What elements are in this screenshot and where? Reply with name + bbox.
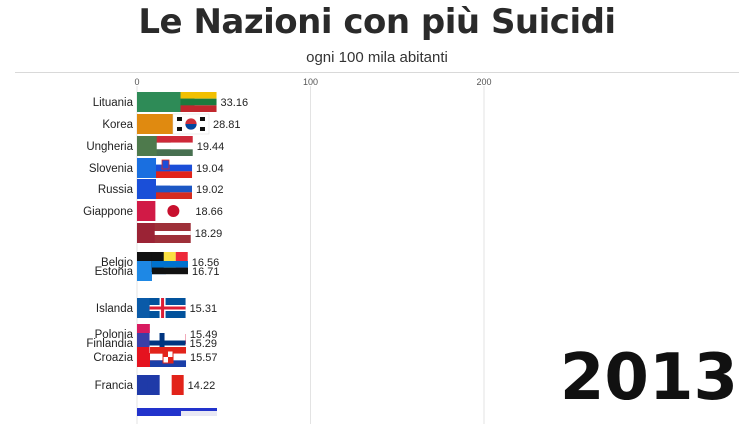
- value-label: 19.02: [196, 184, 224, 196]
- category-label: Belgio: [101, 257, 133, 269]
- category-label: Slovenia: [89, 163, 134, 175]
- chart-title: Le Nazioni con più Suicidi: [138, 2, 616, 42]
- flag-estonia-icon: [151, 261, 188, 281]
- value-label: 14.22: [188, 380, 216, 392]
- value-label: 18.66: [195, 206, 223, 218]
- flag-slovenia-icon: [156, 158, 193, 178]
- chart-subtitle: ogni 100 mila abitanti: [306, 49, 448, 66]
- category-label: Croazia: [93, 352, 133, 364]
- category-label: Lituania: [93, 97, 134, 109]
- category-label: Estonia: [95, 266, 134, 278]
- flag-iceland-icon: [149, 298, 186, 318]
- value-label: 19.44: [197, 141, 225, 153]
- flag-russia-icon: [155, 179, 192, 199]
- x-tick-label: 0: [134, 77, 139, 87]
- value-label: 15.29: [190, 338, 218, 350]
- flag-france-icon: [147, 375, 184, 395]
- category-label: Finlandia: [86, 338, 133, 350]
- x-tick-label: 100: [303, 77, 318, 87]
- category-label: Russia: [98, 184, 134, 196]
- category-label: Francia: [95, 380, 134, 392]
- flag-croatia-icon: [150, 347, 187, 367]
- value-label: 28.81: [213, 119, 241, 131]
- flag-latvia-icon: [154, 223, 191, 243]
- value-label: 15.57: [190, 352, 218, 364]
- value-label: 15.31: [190, 303, 218, 315]
- value-label: 16.71: [192, 266, 220, 278]
- category-label: Giappone: [83, 206, 133, 218]
- flag-partial-icon: [181, 408, 217, 416]
- flag-hungary-icon: [156, 136, 193, 156]
- value-label: 19.04: [196, 163, 224, 175]
- value-label: 18.29: [195, 228, 223, 240]
- x-tick-label: 200: [476, 77, 491, 87]
- bar: [137, 92, 195, 112]
- value-label: 33.16: [221, 97, 249, 109]
- year-label: 2013: [559, 341, 738, 415]
- flag-south-korea-icon: [172, 113, 210, 135]
- value-label: 16.56: [192, 257, 220, 269]
- category-label: Korea: [102, 119, 133, 131]
- flag-lithuania-icon: [180, 92, 217, 112]
- value-label: 15.49: [190, 329, 218, 341]
- flag-japan-icon: [155, 201, 192, 221]
- bar: [137, 408, 195, 416]
- header-divider: [15, 72, 739, 73]
- category-label: Ungheria: [86, 141, 133, 153]
- category-label: Polonia: [95, 329, 134, 341]
- category-label: Islanda: [96, 303, 134, 315]
